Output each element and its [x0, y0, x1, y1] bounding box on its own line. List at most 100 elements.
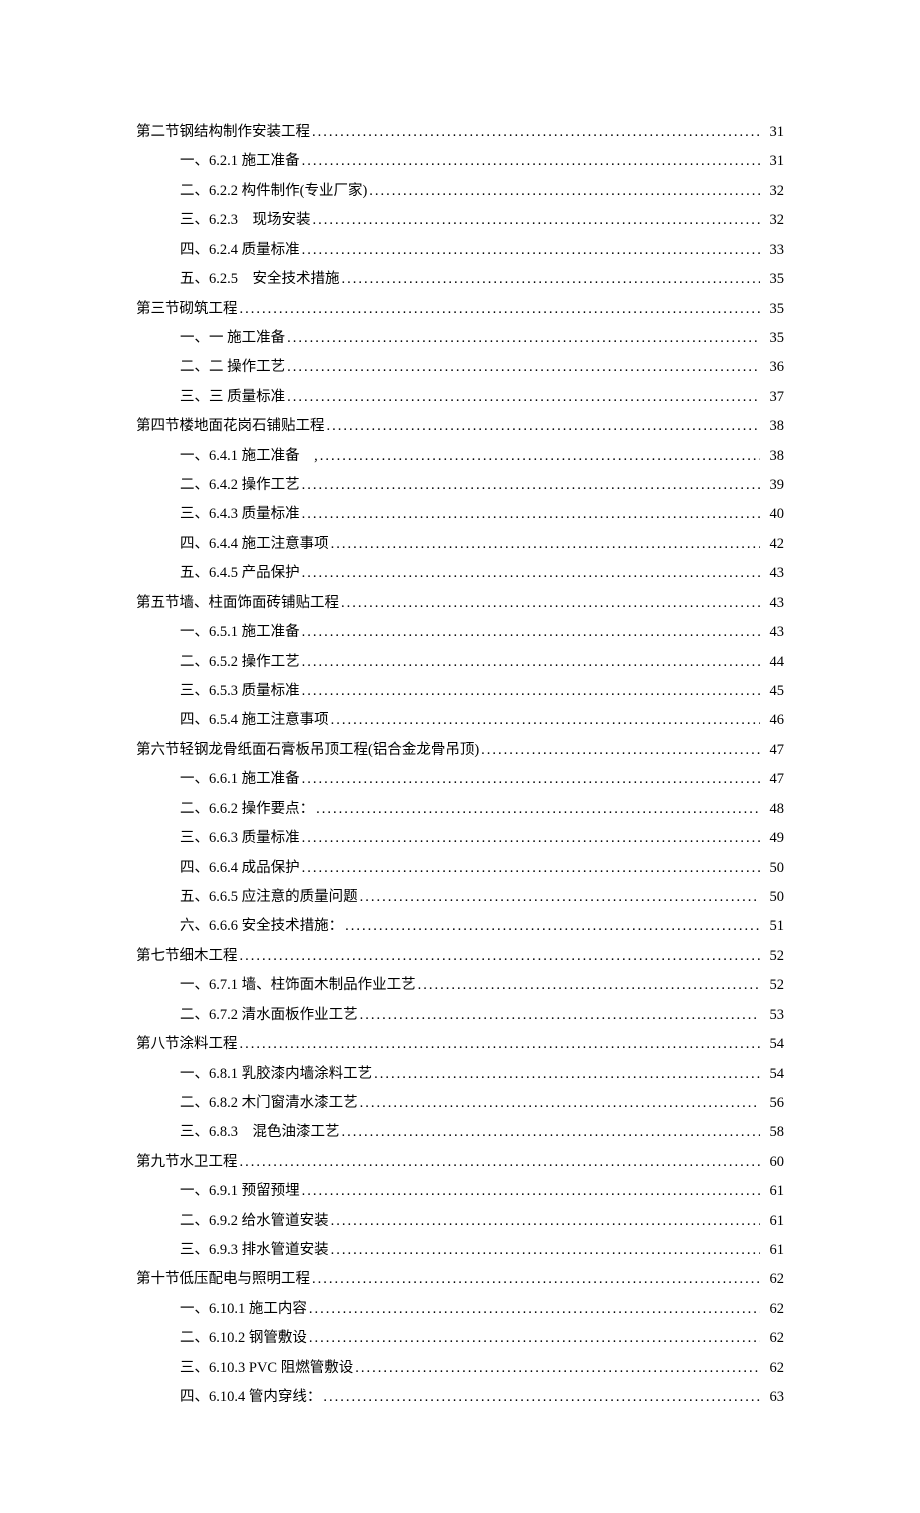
toc-dot-leader — [240, 1148, 761, 1177]
toc-dot-leader — [302, 677, 760, 706]
toc-entry-label: 6.4.1 施工准备 , — [209, 442, 318, 471]
toc-dot-leader — [240, 1030, 761, 1059]
toc-entry: 五、 6.2.5 安全技术措施 35 — [180, 265, 784, 294]
toc-entry-prefix: 第六节 — [136, 736, 180, 765]
toc-entry-prefix: 一、 — [180, 971, 209, 1000]
toc-entry: 三、 6.10.3 PVC 阻燃管敷设62 — [180, 1354, 784, 1383]
toc-entry-prefix: 一、 — [180, 1295, 209, 1324]
toc-dot-leader — [369, 177, 760, 206]
toc-entry-label: 6.5.3 质量标准 — [209, 677, 300, 706]
toc-entry-label: 6.2.4 质量标准 — [209, 236, 300, 265]
toc-entry-prefix: 二、 — [180, 177, 209, 206]
toc-entry-label: 6.6.4 成品保护 — [209, 854, 300, 883]
toc-entry: 二、 6.10.2 钢管敷设62 — [180, 1324, 784, 1353]
toc-entry-prefix: 一、 — [180, 618, 209, 647]
toc-entry-label: 6.2.1 施工准备 — [209, 147, 300, 176]
toc-entry-prefix: 三、 — [180, 500, 209, 529]
toc-entry-label: 6.5.2 操作工艺 — [209, 648, 300, 677]
toc-dot-leader — [481, 736, 760, 765]
toc-entry-label: 6.10.4 管内穿线： — [209, 1383, 321, 1412]
toc-dot-leader — [302, 471, 760, 500]
toc-entry-label: 6.7.1 墙、柱饰面木制品作业工艺 — [209, 971, 416, 1000]
toc-entry-prefix: 二、 — [180, 1001, 209, 1030]
toc-entry-prefix: 六、 — [180, 912, 209, 941]
toc-entry-prefix: 第五节 — [136, 589, 180, 618]
toc-entry: 一、 6.2.1 施工准备31 — [180, 147, 784, 176]
toc-dot-leader — [341, 589, 760, 618]
toc-entry: 一、 一 施工准备35 — [180, 324, 784, 353]
toc-entry-label: 6.10.1 施工内容 — [209, 1295, 307, 1324]
toc-entry-page: 31 — [762, 118, 784, 147]
toc-entry-page: 51 — [762, 912, 784, 941]
toc-entry-page: 49 — [762, 824, 784, 853]
toc-entry: 四、 6.4.4 施工注意事项42 — [180, 530, 784, 559]
toc-entry-prefix: 五、 — [180, 883, 209, 912]
toc-entry: 二、 6.2.2 构件制作(专业厂家) 32 — [180, 177, 784, 206]
toc-entry: 二、 6.5.2 操作工艺44 — [180, 648, 784, 677]
toc-entry-prefix: 四、 — [180, 1383, 209, 1412]
toc-entry: 二、 6.9.2 给水管道安装61 — [180, 1207, 784, 1236]
toc-entry-label: 砌筑工程 — [180, 295, 238, 324]
toc-entry-prefix: 一、 — [180, 1177, 209, 1206]
toc-entry: 一、 6.5.1 施工准备43 — [180, 618, 784, 647]
toc-dot-leader — [312, 118, 760, 147]
toc-entry-prefix: 三、 — [180, 383, 209, 412]
table-of-contents: 第二节 钢结构制作安装工程31一、 6.2.1 施工准备31二、 6.2.2 构… — [136, 118, 784, 1413]
toc-entry-prefix: 三、 — [180, 1236, 209, 1265]
toc-entry: 六、 6.6.6 安全技术措施：51 — [180, 912, 784, 941]
toc-entry-label: 6.2.5 安全技术措施 — [209, 265, 340, 294]
toc-dot-leader — [355, 1354, 760, 1383]
toc-entry-prefix: 第十节 — [136, 1265, 180, 1294]
toc-entry-page: 31 — [762, 147, 784, 176]
toc-entry-page: 60 — [762, 1148, 784, 1177]
toc-entry-prefix: 四、 — [180, 706, 209, 735]
toc-entry: 一、 6.8.1 乳胶漆内墙涂料工艺54 — [180, 1060, 784, 1089]
toc-entry-prefix: 五、 — [180, 265, 209, 294]
toc-entry-label: 楼地面花岗石铺贴工程 — [180, 412, 325, 441]
toc-entry-page: 43 — [762, 559, 784, 588]
toc-entry-prefix: 二、 — [180, 1207, 209, 1236]
toc-dot-leader — [331, 1207, 760, 1236]
toc-entry-page: 50 — [762, 883, 784, 912]
toc-entry: 一、 6.7.1 墙、柱饰面木制品作业工艺 52 — [180, 971, 784, 1000]
toc-entry-label: 水卫工程 — [180, 1148, 238, 1177]
toc-entry-prefix: 三、 — [180, 824, 209, 853]
toc-entry-page: 32 — [762, 177, 784, 206]
toc-entry: 三、 6.6.3 质量标准49 — [180, 824, 784, 853]
toc-entry-page: 54 — [762, 1030, 784, 1059]
toc-entry: 一、 6.4.1 施工准备 ,38 — [180, 442, 784, 471]
toc-entry-page: 62 — [762, 1295, 784, 1324]
toc-entry: 第十节 低压配电与照明工程62 — [136, 1265, 784, 1294]
toc-entry: 四、 6.10.4 管内穿线：63 — [180, 1383, 784, 1412]
toc-entry-prefix: 四、 — [180, 236, 209, 265]
toc-dot-leader — [302, 236, 760, 265]
toc-entry: 三、 6.9.3 排水管道安装61 — [180, 1236, 784, 1265]
toc-entry: 二、 6.8.2 木门窗清水漆工艺56 — [180, 1089, 784, 1118]
toc-dot-leader — [287, 324, 760, 353]
toc-entry-page: 35 — [762, 265, 784, 294]
toc-entry: 二、 二 操作工艺36 — [180, 353, 784, 382]
toc-entry: 三、 6.8.3 混色油漆工艺58 — [180, 1118, 784, 1147]
toc-entry-page: 52 — [762, 971, 784, 1000]
toc-entry-prefix: 四、 — [180, 530, 209, 559]
toc-entry-page: 62 — [762, 1324, 784, 1353]
toc-entry-label: 6.4.2 操作工艺 — [209, 471, 300, 500]
toc-entry-page: 39 — [762, 471, 784, 500]
toc-entry-page: 38 — [762, 442, 784, 471]
toc-dot-leader — [360, 1089, 760, 1118]
toc-entry-page: 42 — [762, 530, 784, 559]
toc-entry-label: 一 施工准备 — [209, 324, 285, 353]
toc-dot-leader — [302, 559, 760, 588]
toc-dot-leader — [302, 618, 760, 647]
toc-entry: 四、 6.5.4 施工注意事项46 — [180, 706, 784, 735]
toc-dot-leader — [342, 1118, 761, 1147]
toc-entry-label: 轻钢龙骨纸面石膏板吊顶工程(铝合金龙骨吊顶) — [180, 736, 480, 765]
toc-entry-prefix: 三、 — [180, 677, 209, 706]
toc-dot-leader — [331, 530, 760, 559]
toc-entry-prefix: 二、 — [180, 1324, 209, 1353]
toc-entry: 第八节 涂料工程54 — [136, 1030, 784, 1059]
toc-entry-label: 6.4.3 质量标准 — [209, 500, 300, 529]
toc-entry: 三、 三 质量标准37 — [180, 383, 784, 412]
toc-entry-label: 6.2.2 构件制作(专业厂家) — [209, 177, 367, 206]
toc-entry-label: 6.8.3 混色油漆工艺 — [209, 1118, 340, 1147]
